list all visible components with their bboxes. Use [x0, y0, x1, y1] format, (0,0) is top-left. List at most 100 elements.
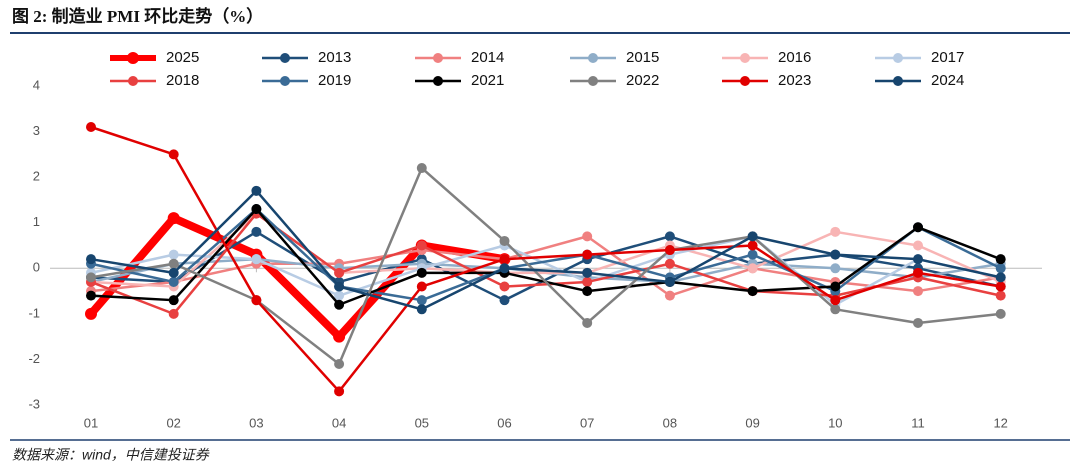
- x-tick-label: 03: [249, 415, 263, 430]
- data-point: [251, 226, 262, 237]
- data-point: [416, 267, 427, 278]
- data-point: [334, 267, 345, 278]
- x-tick-label: 06: [497, 415, 511, 430]
- data-point: [499, 263, 510, 274]
- source-note: 数据来源：wind，中信建投证券: [12, 447, 210, 463]
- data-point: [582, 286, 593, 297]
- legend-label: 2018: [166, 72, 199, 89]
- data-point: [168, 258, 179, 269]
- data-point: [168, 276, 179, 287]
- data-point: [995, 263, 1006, 274]
- series-line: [87, 214, 506, 341]
- data-point: [664, 231, 675, 242]
- legend-marker: [740, 53, 750, 63]
- data-point: [86, 254, 96, 265]
- data-point: [664, 276, 675, 287]
- y-tick-label: -3: [28, 396, 40, 411]
- x-tick-label: 04: [332, 415, 346, 430]
- series-line: [90, 212, 1001, 316]
- x-tick-label: 01: [84, 415, 98, 430]
- y-tick-label: -1: [28, 305, 40, 320]
- data-point: [582, 317, 593, 328]
- legend-label: 2019: [318, 72, 351, 89]
- x-tick-label: 11: [911, 415, 925, 430]
- legend-marker: [893, 53, 903, 63]
- data-point: [913, 286, 923, 297]
- series-line: [90, 235, 1001, 297]
- data-point: [334, 358, 345, 369]
- legend-label: 2016: [778, 49, 811, 66]
- series-line: [90, 166, 1001, 366]
- data-point: [747, 286, 758, 297]
- data-point: [499, 254, 510, 265]
- x-tick-label: 09: [745, 415, 759, 430]
- x-tick-label: 08: [663, 415, 677, 430]
- data-point: [913, 222, 923, 233]
- data-point: [913, 254, 923, 265]
- legend-marker: [280, 53, 290, 63]
- data-point: [416, 281, 427, 292]
- y-tick-label: 4: [33, 77, 40, 92]
- legend-label: 2023: [778, 72, 811, 89]
- data-point: [747, 231, 758, 242]
- series-line: [90, 230, 1001, 302]
- x-tick-label: 02: [166, 415, 180, 430]
- x-tick-label: 12: [993, 415, 1007, 430]
- data-point: [85, 307, 97, 320]
- data-point: [86, 122, 96, 133]
- data-point: [830, 226, 841, 237]
- data-point: [913, 267, 923, 278]
- data-point: [499, 235, 510, 246]
- data-point: [86, 290, 96, 301]
- data-point: [830, 295, 841, 306]
- data-point: [747, 249, 758, 260]
- data-point: [168, 267, 179, 278]
- data-point: [334, 290, 345, 301]
- legend-label: 2017: [931, 49, 964, 66]
- data-point: [251, 185, 262, 196]
- data-point: [995, 254, 1006, 265]
- legend-marker: [893, 76, 903, 86]
- data-point: [416, 163, 427, 174]
- data-point: [582, 276, 593, 287]
- legend-marker: [433, 76, 443, 86]
- legend-label: 2015: [626, 49, 659, 66]
- y-tick-label: -2: [28, 351, 40, 366]
- data-point: [830, 281, 841, 292]
- data-point: [168, 249, 179, 260]
- data-point: [416, 240, 427, 251]
- data-point: [499, 295, 510, 306]
- data-point: [664, 290, 675, 301]
- data-point: [582, 267, 593, 278]
- data-point: [251, 254, 262, 265]
- legend-label: 2021: [471, 72, 504, 89]
- data-point: [333, 330, 346, 343]
- x-tick-label: 05: [415, 415, 429, 430]
- legend-marker: [740, 76, 750, 86]
- data-point: [334, 299, 345, 310]
- legend-label: 2025: [166, 49, 199, 66]
- data-point: [582, 231, 593, 242]
- legend-label: 2013: [318, 49, 351, 66]
- data-point: [913, 240, 923, 251]
- data-point: [995, 272, 1006, 283]
- y-tick-label: 3: [33, 123, 40, 138]
- y-tick-label: 2: [33, 169, 40, 184]
- legend-marker: [128, 76, 138, 86]
- data-point: [168, 295, 179, 306]
- data-point: [416, 304, 427, 315]
- legend-marker: [588, 53, 598, 63]
- legend-label: 2024: [931, 72, 964, 89]
- series-line: [90, 125, 1001, 393]
- chart-title: 图 2: 制造业 PMI 环比走势（%）: [12, 6, 263, 26]
- data-point: [168, 308, 179, 319]
- data-point: [913, 317, 923, 328]
- data-point: [334, 386, 345, 397]
- data-point: [416, 295, 427, 306]
- data-point: [664, 245, 675, 256]
- data-point: [830, 249, 841, 260]
- series-line: [90, 189, 1001, 311]
- legend-marker: [588, 76, 598, 86]
- legend-label: 2022: [626, 72, 659, 89]
